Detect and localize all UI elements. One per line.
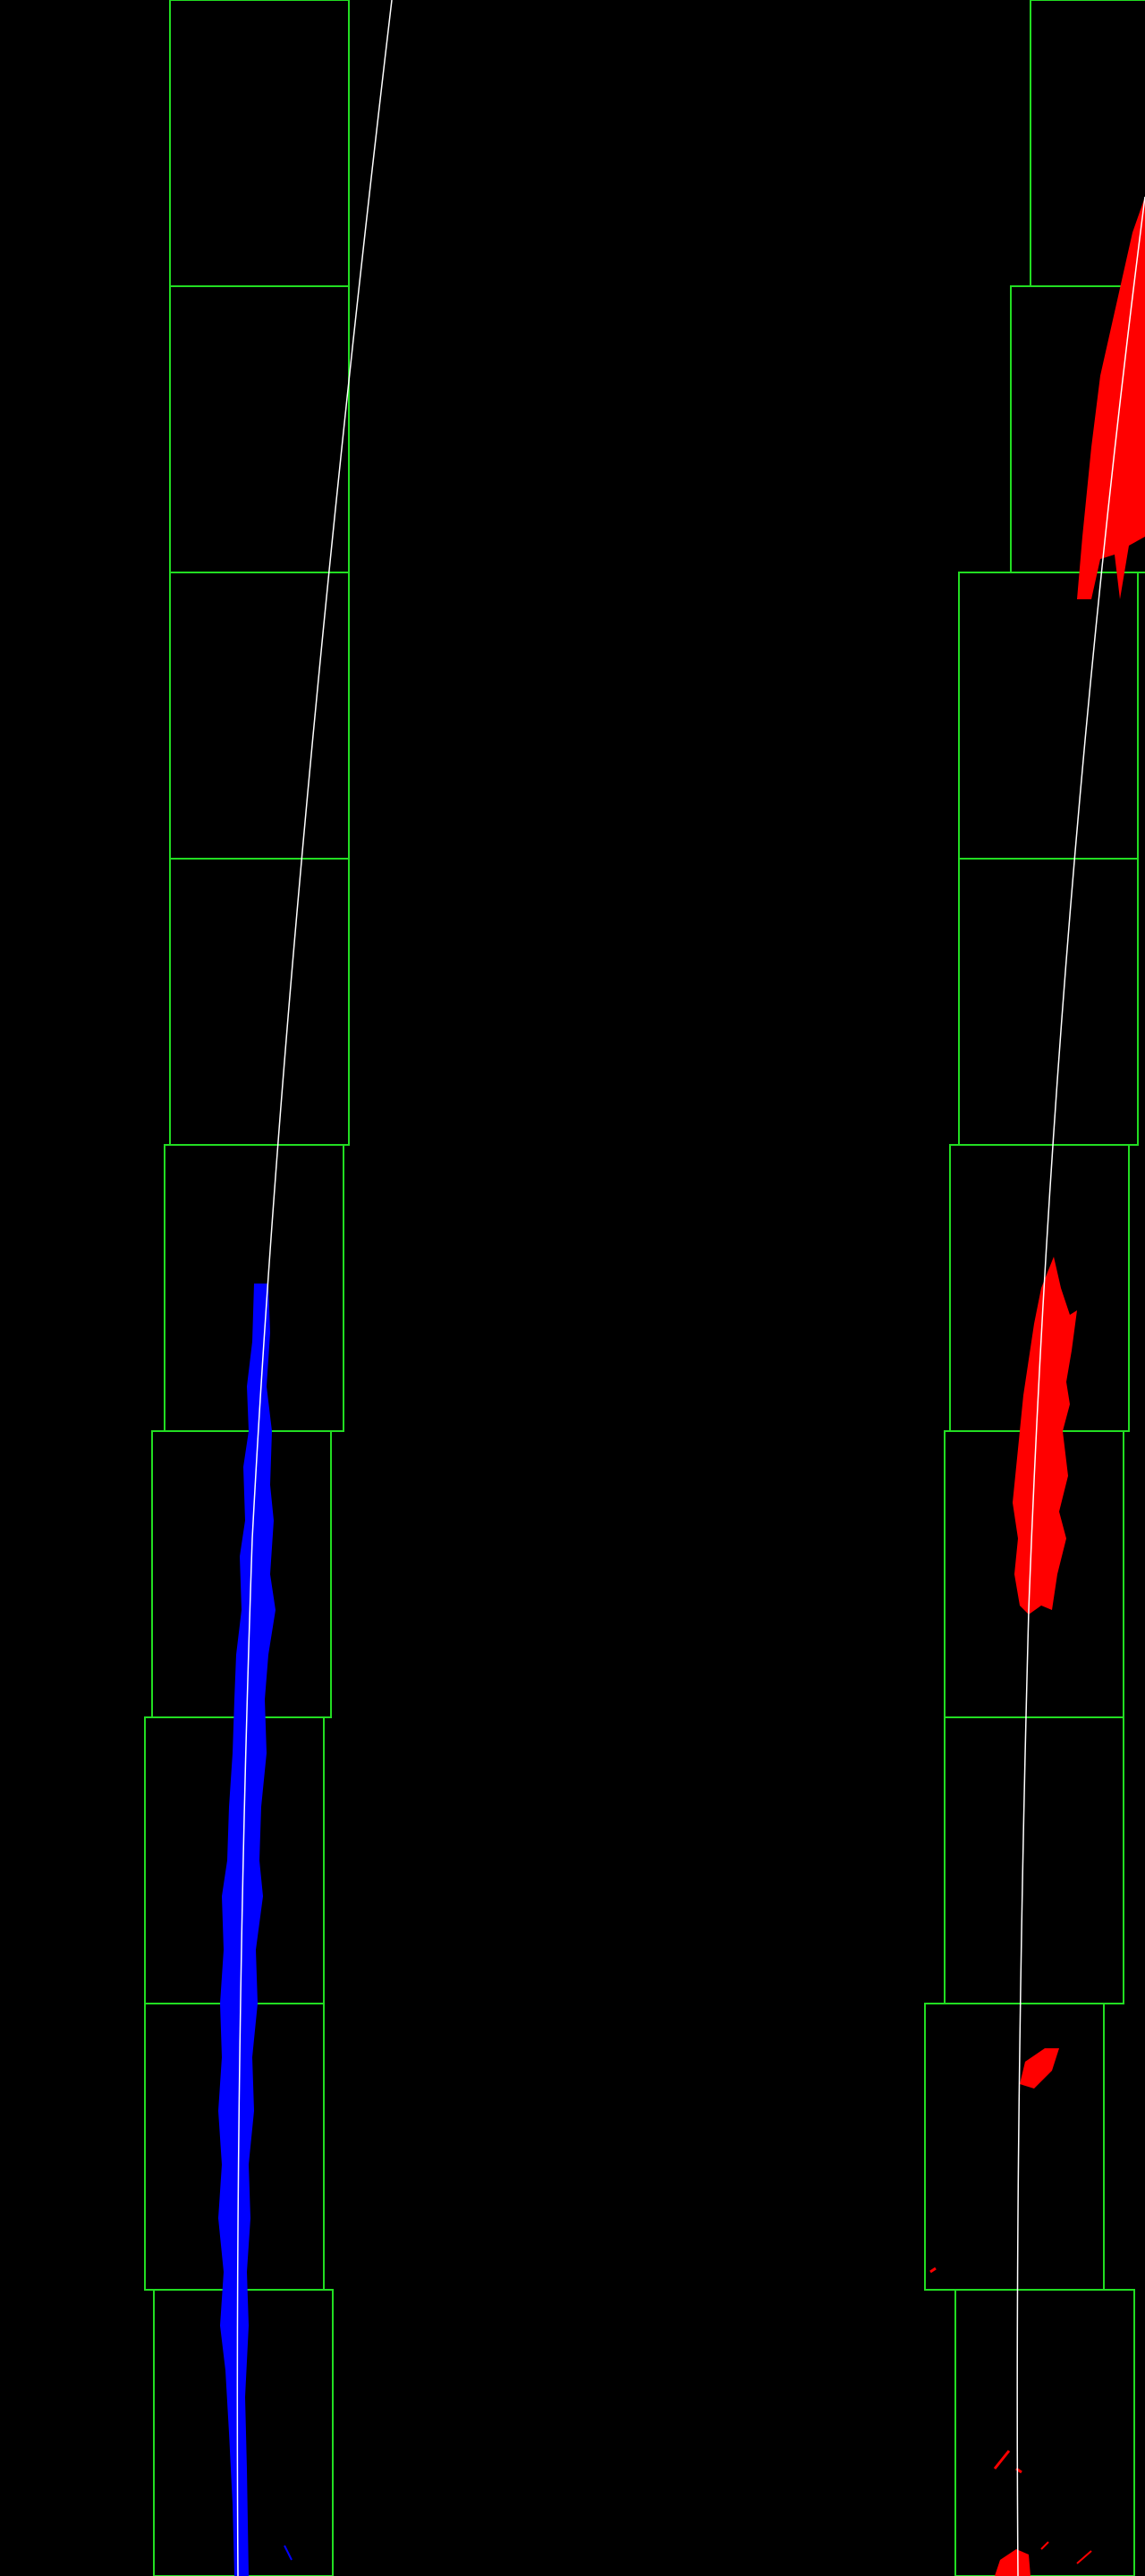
right-lane-pixel-speck	[993, 2450, 1011, 2470]
right-lane-pixel-speck	[1076, 2550, 1092, 2564]
right-lane-pixel-blob	[1020, 2048, 1059, 2089]
right-lane-pixel-blob	[995, 2549, 1030, 2576]
left-fit-curve	[236, 0, 393, 2576]
fit-curves	[236, 0, 1145, 2576]
left-lane-pixel-blob	[218, 1284, 276, 2576]
left-lane-pixels	[218, 1284, 293, 2576]
left-lane-pixel-speck	[284, 2545, 293, 2561]
right-fit-curve	[1016, 196, 1145, 2576]
right-lane-pixel-speck	[929, 2267, 937, 2274]
right-lane-pixel-blob	[1013, 1257, 1077, 1614]
right-lane-windows	[924, 0, 1145, 2576]
right-lane-pixel-speck	[1040, 2541, 1049, 2550]
right-lane-pixels	[929, 197, 1145, 2576]
right-lane-pixel-blob	[1077, 197, 1145, 599]
right-search-window	[954, 2289, 1135, 2576]
